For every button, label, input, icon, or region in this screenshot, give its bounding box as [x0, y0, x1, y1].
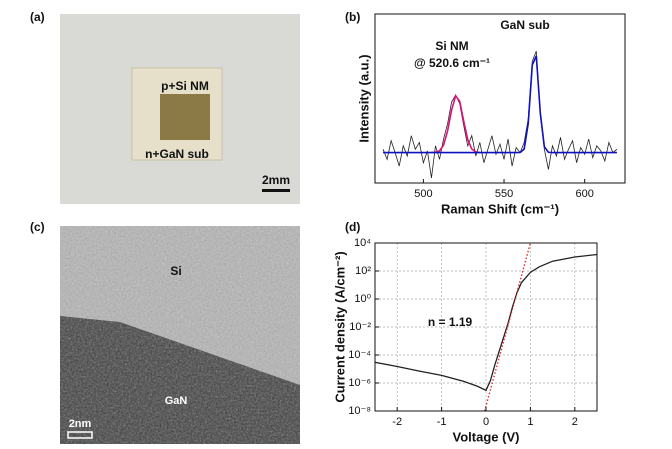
data-line	[374, 253, 598, 392]
data-line	[484, 242, 532, 412]
tem-image	[60, 226, 300, 444]
x-tick-label: -2	[392, 416, 402, 428]
x-tick-label: 600	[575, 188, 593, 200]
y-tick-label: 10⁴	[354, 237, 371, 249]
data-line	[382, 51, 618, 178]
panel-label: (b)	[345, 10, 360, 24]
plot-frame	[374, 13, 626, 184]
annotation: Si NM	[435, 39, 468, 53]
y-tick-label: 10⁻⁴	[348, 349, 371, 361]
data-line	[431, 94, 480, 154]
x-tick-label: -1	[437, 416, 447, 428]
y-axis-label: Intensity (a.u.)	[356, 54, 371, 142]
panel-label: (a)	[30, 10, 45, 24]
annotation: @ 520.6 cm⁻¹	[414, 56, 490, 70]
panel-label: (c)	[30, 220, 45, 234]
photo-label: p+Si NM	[161, 79, 209, 93]
y-axis-label: Current density (A/cm⁻²)	[332, 251, 347, 402]
x-axis-label: Voltage (V)	[453, 429, 520, 444]
tem-label: Si	[170, 264, 181, 278]
panel-label: (d)	[345, 220, 360, 234]
y-tick-label: 10⁻²	[349, 321, 371, 333]
y-tick-label: 10²	[355, 265, 371, 277]
y-tick-label: 10⁰	[354, 293, 371, 305]
tem-label: GaN	[165, 395, 188, 407]
data-line	[383, 55, 617, 154]
x-tick-label: 1	[527, 416, 533, 428]
x-tick-label: 500	[414, 188, 432, 200]
annotation: n = 1.19	[428, 315, 473, 329]
tem-texture	[60, 226, 300, 444]
x-axis-label: Raman Shift (cm⁻¹)	[441, 201, 559, 216]
scale-bar	[262, 189, 290, 192]
x-tick-label: 550	[495, 188, 513, 200]
photo-label: n+GaN sub	[145, 147, 209, 161]
y-tick-label: 10⁻⁶	[348, 377, 371, 389]
annotation: GaN sub	[500, 18, 549, 32]
scale-label: 2nm	[69, 418, 92, 430]
si-membrane	[160, 94, 210, 140]
scale-label: 2mm	[262, 173, 290, 187]
y-tick-label: 10⁻⁸	[348, 405, 371, 417]
x-tick-label: 2	[572, 416, 578, 428]
scale-bar	[67, 431, 93, 439]
x-tick-label: 0	[483, 416, 489, 428]
